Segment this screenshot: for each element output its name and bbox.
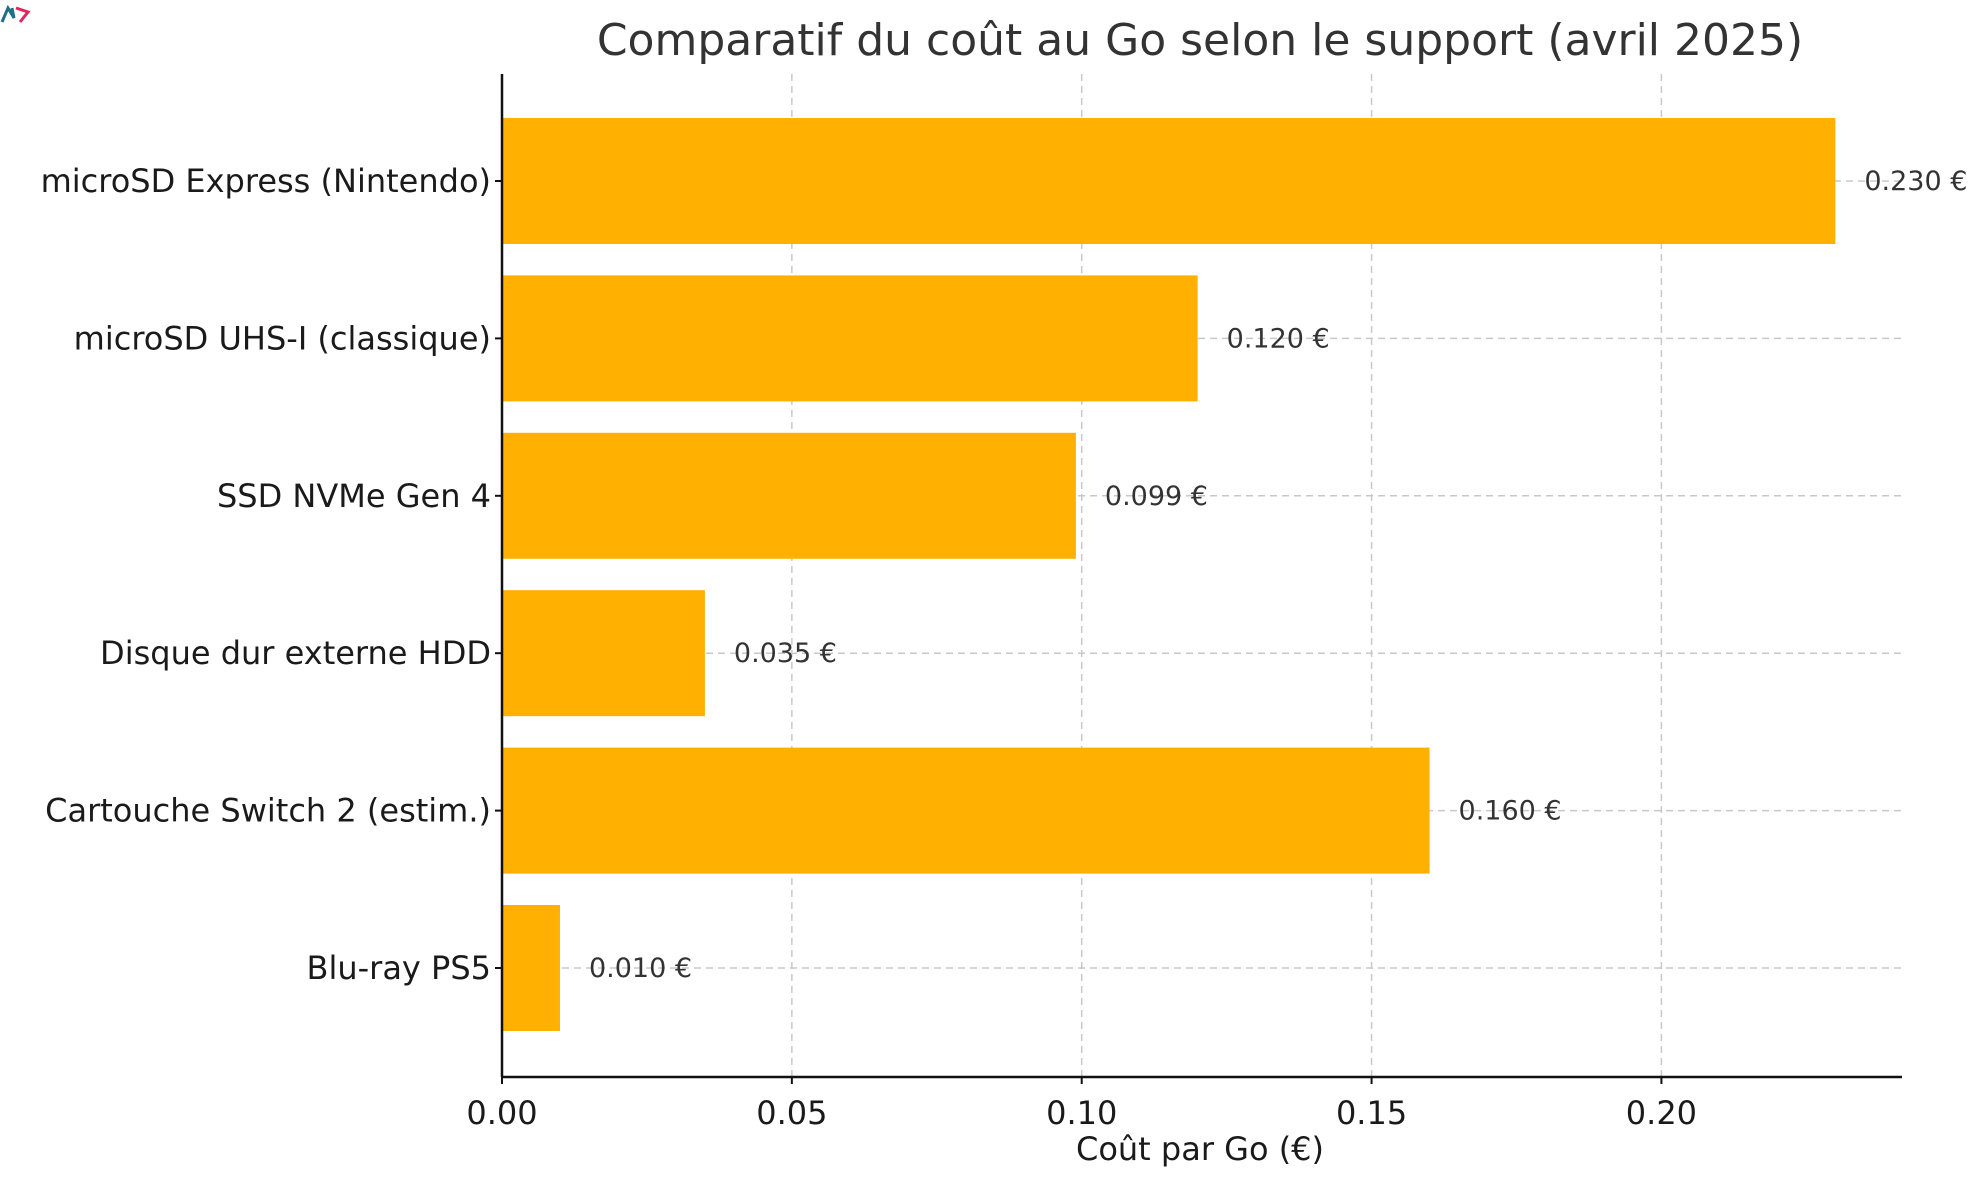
logo-mark-left [0, 4, 16, 23]
value-label: 0.120 € [1227, 323, 1330, 354]
x-axis-title: Coût par Go (€) [1076, 1130, 1324, 1168]
category-label: Blu-ray PS5 [306, 949, 491, 987]
category-label: microSD UHS-I (classique) [74, 319, 491, 357]
value-label: 0.230 € [1864, 166, 1967, 197]
category-label: SSD NVMe Gen 4 [217, 477, 491, 515]
bar [502, 590, 705, 717]
x-tick-label: 0.00 [466, 1094, 537, 1132]
bar [502, 118, 1836, 244]
category-label: Disque dur externe HDD [100, 634, 491, 672]
bar [502, 905, 560, 1031]
value-label: 0.160 € [1459, 796, 1562, 827]
x-tick-label: 0.20 [1626, 1094, 1697, 1132]
axes-layer [495, 74, 1902, 1084]
bar [502, 275, 1198, 402]
bar [502, 432, 1076, 559]
category-label: microSD Express (Nintendo) [41, 162, 491, 200]
logo [0, 4, 31, 23]
chart-title: Comparatif du coût au Go selon le suppor… [597, 15, 1803, 66]
logo-mark-right [15, 6, 31, 23]
labels-layer: 0.230 € microSD Express (Nintendo) 0.120 €… [41, 162, 1968, 1132]
x-tick-label: 0.15 [1336, 1094, 1407, 1132]
bar [502, 747, 1430, 874]
x-tick-label: 0.05 [756, 1094, 827, 1132]
bars-layer [502, 118, 1836, 1031]
value-label: 0.010 € [589, 953, 692, 984]
category-label: Cartouche Switch 2 (estim.) [45, 792, 491, 830]
x-tick-label: 0.10 [1046, 1094, 1117, 1132]
value-label: 0.035 € [734, 638, 837, 669]
value-label: 0.099 € [1105, 481, 1208, 512]
